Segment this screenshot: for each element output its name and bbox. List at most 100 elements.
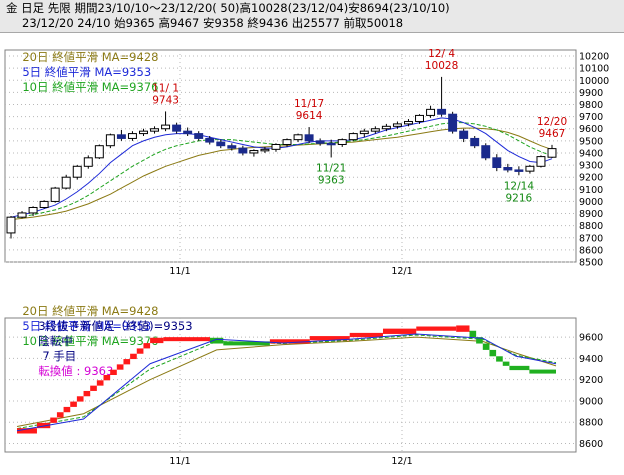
legend-ma5-bottom: 5日 終値平滑 MA=9353 [22,319,152,333]
renko-block-up [143,343,151,349]
bottom-ytick-label: 8800 [579,418,603,429]
renko-block-down [502,361,510,366]
candle-down [459,130,469,139]
legend-ma20-bottom: 20日 終値平滑 MA=9428 [22,304,159,318]
annotation-value: 9467 [539,128,566,140]
candle-down [116,134,126,139]
renko-block-up [309,336,350,341]
renko-block-up [150,337,164,344]
top-ytick-label: 9300 [579,161,603,172]
candle-up [415,114,424,122]
candle-up [17,212,27,218]
renko-block-down [489,349,497,357]
top-ytick-label: 9400 [579,148,603,159]
candle-up [547,148,557,158]
top-ytick-label: 8700 [579,233,603,244]
renko-info-text4: 転換値 : 9363 [38,364,114,378]
candle-up [249,150,259,154]
candle-up [150,128,160,132]
top-ytick-label: 10000 [579,76,609,87]
renko-block-up [103,375,111,381]
candle-down [492,157,502,169]
candle-down [205,137,215,143]
renko-block-down [529,369,556,374]
candle-up [6,216,16,234]
bottom-plot-border [4,317,577,453]
renko-block-down [476,337,483,344]
candle-up [525,165,535,172]
renko-block-down [469,330,477,338]
candle-down [448,113,458,132]
candle-down [503,167,513,171]
candle-up [139,130,148,135]
top-ytick-label: 9800 [579,100,603,111]
annotation-date: 11/17 [294,98,324,110]
candle-up [72,165,82,178]
annotation-date: 12/ 4 [428,48,455,60]
renko-block-up [456,325,470,332]
candle-down [238,147,248,154]
candle-up [83,157,93,167]
legend-ma20: 20日 終値平滑 MA=9428 [22,50,159,64]
top-legend: 20日 終値平滑 MA=9428 5日 終値平滑 MA=9353 10日 終値平… [15,35,163,94]
renko-block-up [76,396,84,402]
bottom-ytick-label: 9000 [579,396,603,407]
candle-up [161,124,171,130]
legend-ma5: 5日 終値平滑 MA=9353 [22,65,152,79]
candle-up [359,130,369,135]
renko-block-down [223,341,270,346]
top-ytick-label: 9700 [579,112,603,123]
annotation-date: 11/21 [316,162,346,174]
annotation-value: 9743 [152,94,179,106]
renko-block-up [83,390,91,397]
header-line-1: 金 日足 先限 期間23/10/10～23/12/20( 50)高10028(2… [6,1,450,15]
renko-block-up [136,348,144,354]
annotation-value: 9216 [506,192,533,204]
annotation-date: 12/14 [504,180,535,192]
candle-up [50,187,60,202]
top-ytick-label: 9000 [579,197,603,208]
candle-up [293,134,303,141]
candle-up [426,108,436,116]
candle-down [172,124,182,132]
renko-block-up [116,364,124,370]
renko-block-up [269,339,310,344]
bottom-legend: 20日 終値平滑 MA=9428 5日 終値平滑 MA=9353 10日 終値平… [15,289,163,348]
renko-block-up [123,359,131,365]
header-line-2: 23/12/20 24/10 始9365 高9467 安9358 終9436 出… [22,16,404,30]
renko-block-up [110,369,117,376]
renko-block-up [56,412,64,418]
candle-down [470,137,480,147]
annotation-value: 9363 [318,174,345,186]
candle-up [392,123,402,127]
renko-block-up [130,353,137,360]
bottom-ytick-label: 8600 [579,439,603,450]
candle-up [39,200,49,208]
candle-up [94,145,104,159]
candle-down [227,145,237,149]
renko-block-up [382,328,417,334]
bottom-ytick-label: 9600 [579,333,603,344]
candle-down [437,108,447,115]
annotation-date: 11/ 1 [152,82,179,94]
candle-up [348,133,358,141]
annotation-date: 12/20 [537,116,567,128]
bottom-xtick-label: 11/1 [169,456,190,467]
renko-block-down [209,337,224,344]
candle-up [271,143,281,150]
renko-info: 3段抜き新値足（終値)=9353 陰転中 7 手目 転換値 : 9363 [31,304,198,378]
candle-up [105,134,115,147]
top-ytick-label: 9500 [579,136,603,147]
top-ytick-label: 9900 [579,88,603,99]
top-ytick-label: 10200 [579,52,609,63]
top-ma20-line [10,127,553,221]
renko-block-down [509,365,530,371]
chart-header: 金 日足 先限 期間23/10/10～23/12/20( 50)高10028(2… [0,0,624,33]
renko-block-up [50,417,57,423]
candle-down [216,141,226,147]
bottom-ytick-label: 9400 [579,354,603,365]
candle-up [337,139,347,145]
top-xtick-label: 11/1 [169,266,190,277]
renko-block-up [90,385,97,391]
candle-down [194,133,204,139]
